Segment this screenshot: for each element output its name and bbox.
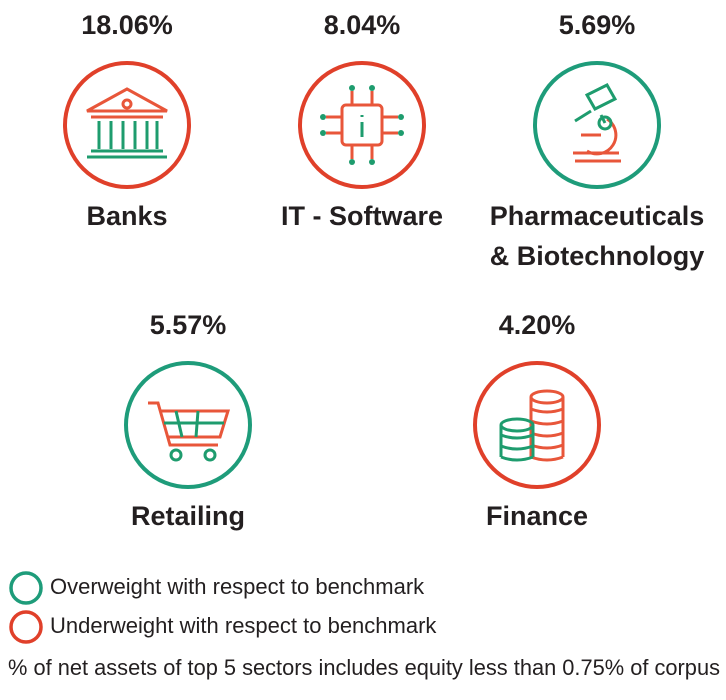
sector-ring — [63, 61, 191, 189]
footnote: % of net assets of top 5 sectors include… — [8, 655, 720, 680]
sector-label: Pharmaceuticals — [490, 201, 705, 231]
sector-label: & Biotechnology — [490, 241, 705, 271]
sector-percent: 18.06% — [81, 10, 173, 40]
chip-icon — [320, 85, 404, 165]
bank-icon — [86, 87, 168, 159]
sector-label: Retailing — [131, 501, 245, 531]
sector-percent: 5.57% — [150, 310, 227, 340]
cart-icon — [148, 401, 231, 462]
sector-ring — [124, 361, 252, 489]
sector-ring — [473, 361, 601, 489]
coins-icon — [499, 389, 565, 462]
legend-marker — [9, 610, 43, 644]
sector-label: IT - Software — [281, 201, 443, 231]
sector-ring — [533, 61, 661, 189]
sector-label: Banks — [86, 201, 167, 231]
sector-label: Finance — [486, 501, 588, 531]
legend-text: Overweight with respect to benchmark — [50, 574, 425, 599]
sector-ring — [298, 61, 426, 189]
legend-text: Underweight with respect to benchmark — [50, 613, 437, 638]
sector-percent: 8.04% — [324, 10, 401, 40]
legend-marker — [9, 571, 43, 605]
sector-percent: 4.20% — [499, 310, 576, 340]
sector-percent: 5.69% — [559, 10, 636, 40]
microscope-icon — [573, 83, 621, 163]
